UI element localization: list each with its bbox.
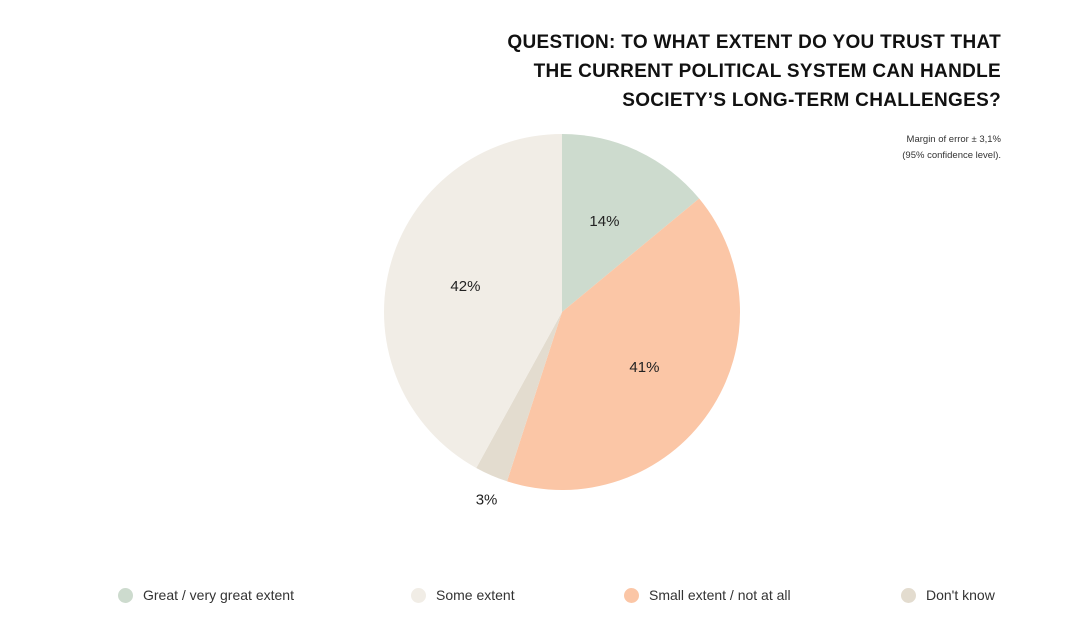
pie-slice-great-very-great-extent — [562, 134, 700, 312]
legend-item-great-extent: Great / very great extent — [118, 583, 294, 607]
chart-title: QUESTION: TO WHAT EXTENT DO YOU TRUST TH… — [441, 28, 1001, 115]
pie-slice-some-extent — [384, 134, 562, 468]
data-label-don-t-know: 3% — [476, 491, 498, 508]
legend-label-some-extent: Some extent — [436, 587, 515, 603]
legend-swatch-great-extent — [118, 587, 133, 603]
legend-swatch-some-extent — [411, 587, 426, 603]
legend-item-some-extent: Some extent — [411, 583, 515, 607]
chart-title-line-3: SOCIETY’S LONG-TERM CHALLENGES? — [622, 90, 1001, 111]
margin-of-error-note: Margin of error ± 3,1% (95% confidence l… — [741, 132, 1001, 164]
chart-title-line-2: THE CURRENT POLITICAL SYSTEM CAN HANDLE — [533, 61, 1001, 82]
legend-swatch-dont-know — [901, 587, 916, 603]
note-line-2: (95% confidence level). — [902, 150, 1001, 161]
legend-label-great-extent: Great / very great extent — [143, 587, 294, 603]
note-line-1: Margin of error ± 3,1% — [906, 134, 1001, 145]
chart-title-line-1: QUESTION: TO WHAT EXTENT DO YOU TRUST TH… — [507, 32, 1001, 53]
legend-label-small-extent: Small extent / not at all — [649, 587, 791, 603]
legend-swatch-small-extent — [624, 587, 639, 603]
chart-legend: Great / very great extent Some extent Sm… — [0, 583, 1073, 607]
legend-item-small-extent: Small extent / not at all — [624, 583, 791, 607]
legend-label-dont-know: Don't know — [926, 587, 995, 603]
data-label-great-very-great-extent: 14% — [589, 213, 619, 230]
legend-item-dont-know: Don't know — [901, 583, 995, 607]
data-label-small-extent-not-at-all: 41% — [629, 359, 659, 376]
pie-slice-small-extent-not-at-all — [506, 198, 740, 491]
data-label-some-extent: 42% — [450, 278, 480, 295]
pie-slice-don-t-know — [476, 312, 562, 482]
